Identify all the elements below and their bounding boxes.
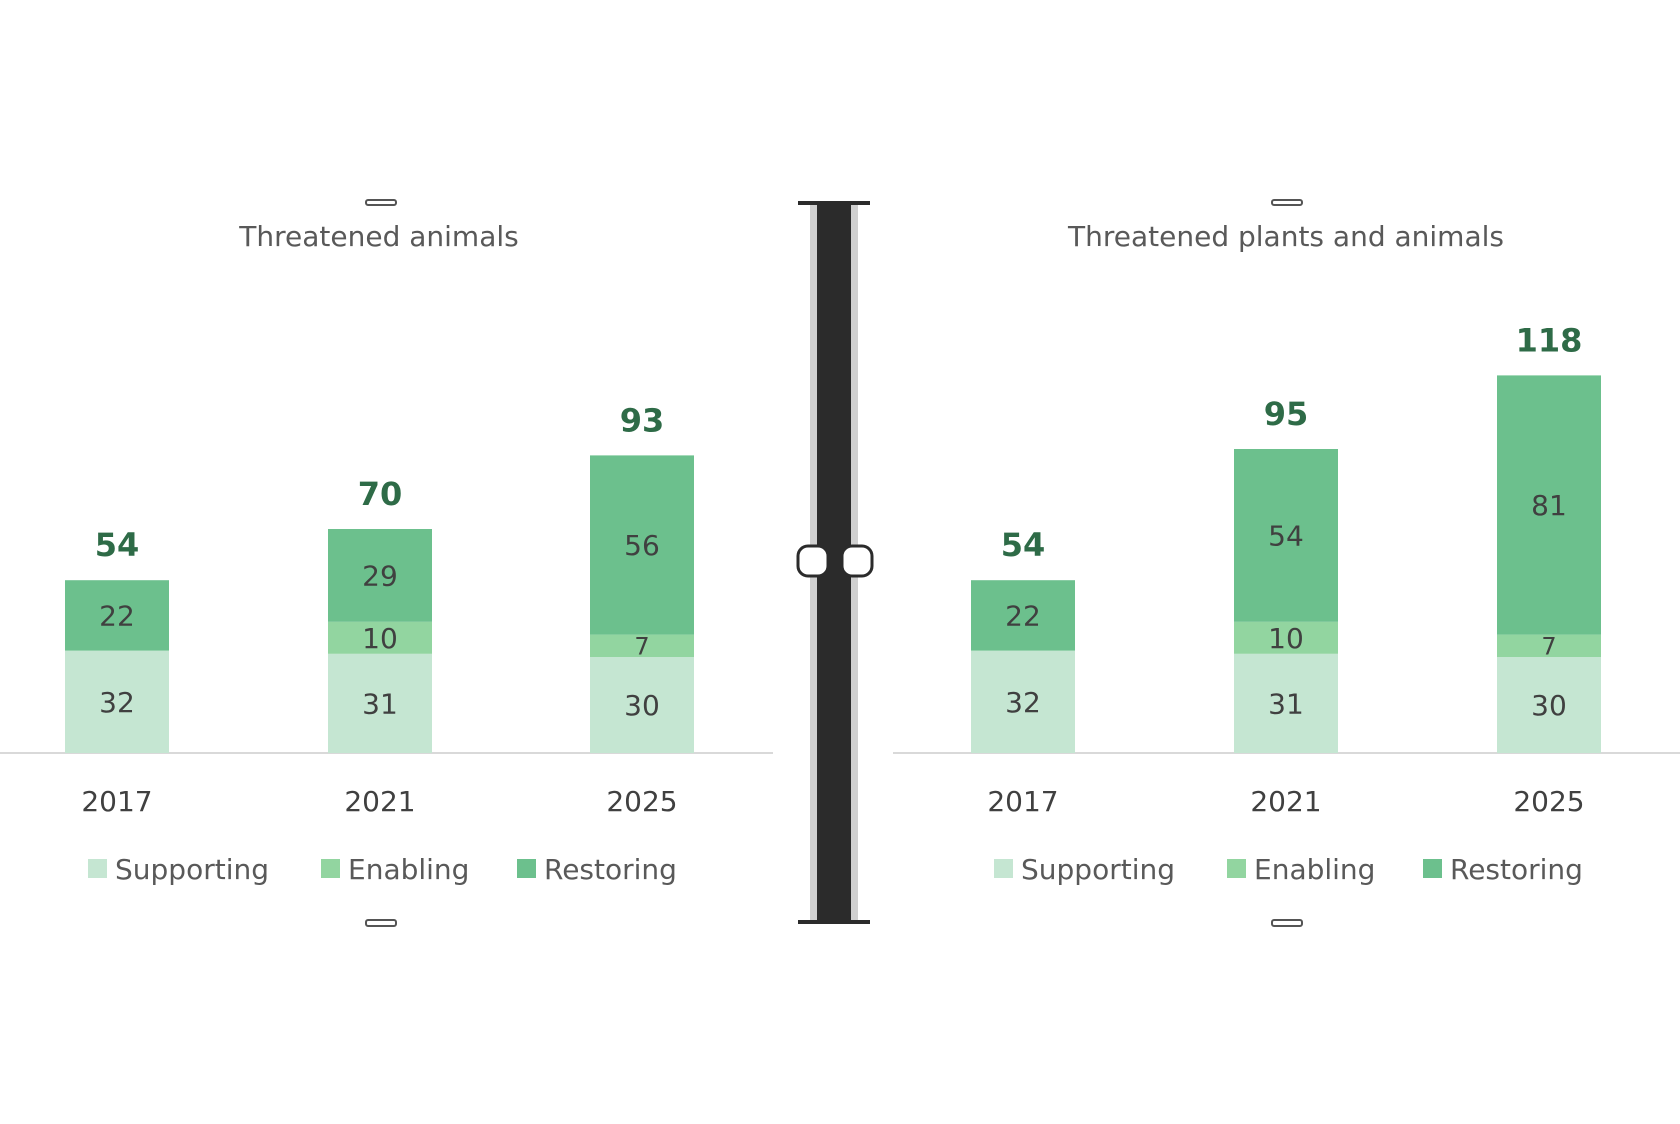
legend: Supporting Enabling Restoring — [994, 853, 1583, 886]
bar-segment-restoring — [65, 580, 169, 651]
legend-swatch-enabling — [321, 859, 340, 878]
bar-segment-supporting — [65, 650, 169, 753]
data-label: 7 — [634, 632, 649, 660]
data-label: 10 — [1268, 622, 1304, 655]
bar-segment-enabling — [590, 634, 694, 657]
legend-swatch-restoring — [1423, 859, 1442, 878]
legend: Supporting Enabling Restoring — [88, 853, 677, 886]
chart-threatened-plants-and-animals: Threatened plants and animals 32 22 54 2017… — [893, 199, 1680, 927]
resize-handle-right[interactable] — [840, 544, 874, 578]
chart-title: Threatened animals — [238, 220, 518, 253]
data-label: 29 — [362, 559, 398, 592]
x-tick-label: 2025 — [1513, 785, 1584, 818]
bar-segment-restoring — [1497, 375, 1601, 635]
bar-segment-restoring — [590, 455, 694, 635]
bar-segment-supporting — [1497, 657, 1601, 753]
legend-swatch-supporting — [88, 859, 107, 878]
chart-frame-top-handle[interactable] — [365, 199, 397, 206]
total-label: 70 — [358, 475, 403, 513]
legend-label-enabling: Enabling — [348, 853, 469, 886]
splitter[interactable] — [796, 201, 874, 924]
bar-group: 32 22 54 2017 31 10 54 95 2021 30 7 81 118 2025 — [971, 321, 1601, 818]
bar-segment-restoring — [328, 529, 432, 622]
bar-segment-supporting — [590, 657, 694, 753]
x-tick-label: 2025 — [606, 785, 677, 818]
bar-group: 32 22 54 2017 31 10 29 70 2021 30 7 56 93 2025 — [65, 401, 694, 818]
legend-label-supporting: Supporting — [1021, 853, 1175, 886]
data-label: 56 — [624, 529, 660, 562]
bar-segment-enabling — [328, 621, 432, 654]
legend-swatch-restoring — [517, 859, 536, 878]
bar-segment-restoring — [1234, 449, 1338, 622]
x-tick-label: 2017 — [81, 785, 152, 818]
data-label: 22 — [99, 599, 135, 632]
data-label: 54 — [1268, 519, 1304, 552]
data-label: 31 — [1268, 687, 1304, 720]
bar-segment-supporting — [971, 650, 1075, 753]
legend-label-restoring: Restoring — [544, 853, 677, 886]
resize-handle-left[interactable] — [796, 544, 830, 578]
chart-title: Threatened plants and animals — [1067, 220, 1504, 253]
chart-frame-top-handle[interactable] — [1271, 199, 1303, 206]
splitter-top-edge — [798, 201, 870, 205]
data-label: 30 — [624, 689, 660, 722]
chart-frame-bottom-handle[interactable] — [1271, 919, 1303, 927]
splitter-bottom-edge — [798, 920, 870, 924]
x-tick-label: 2021 — [1250, 785, 1321, 818]
bar-segment-supporting — [328, 653, 432, 753]
legend-swatch-enabling — [1227, 859, 1246, 878]
total-label: 93 — [620, 401, 665, 439]
data-label: 31 — [362, 687, 398, 720]
total-label: 54 — [1001, 526, 1046, 564]
total-label: 54 — [95, 526, 140, 564]
bar-segment-enabling — [1497, 634, 1601, 657]
legend-label-enabling: Enabling — [1254, 853, 1375, 886]
data-label: 22 — [1005, 599, 1041, 632]
chart-frame-bottom-handle[interactable] — [365, 919, 397, 927]
data-label: 30 — [1531, 689, 1567, 722]
legend-label-restoring: Restoring — [1450, 853, 1583, 886]
bar-segment-enabling — [1234, 621, 1338, 654]
data-label: 7 — [1541, 632, 1556, 660]
chart-threatened-animals: Threatened animals 32 22 54 2017 31 10 29 70 202… — [0, 199, 773, 927]
data-label: 32 — [1005, 686, 1041, 719]
legend-swatch-supporting — [994, 859, 1013, 878]
total-label: 118 — [1516, 321, 1583, 359]
legend-label-supporting: Supporting — [115, 853, 269, 886]
data-label: 81 — [1531, 489, 1567, 522]
x-tick-label: 2017 — [987, 785, 1058, 818]
data-label: 32 — [99, 686, 135, 719]
bar-segment-restoring — [971, 580, 1075, 651]
total-label: 95 — [1264, 395, 1309, 433]
bar-segment-supporting — [1234, 653, 1338, 753]
data-label: 10 — [362, 622, 398, 655]
x-tick-label: 2021 — [344, 785, 415, 818]
